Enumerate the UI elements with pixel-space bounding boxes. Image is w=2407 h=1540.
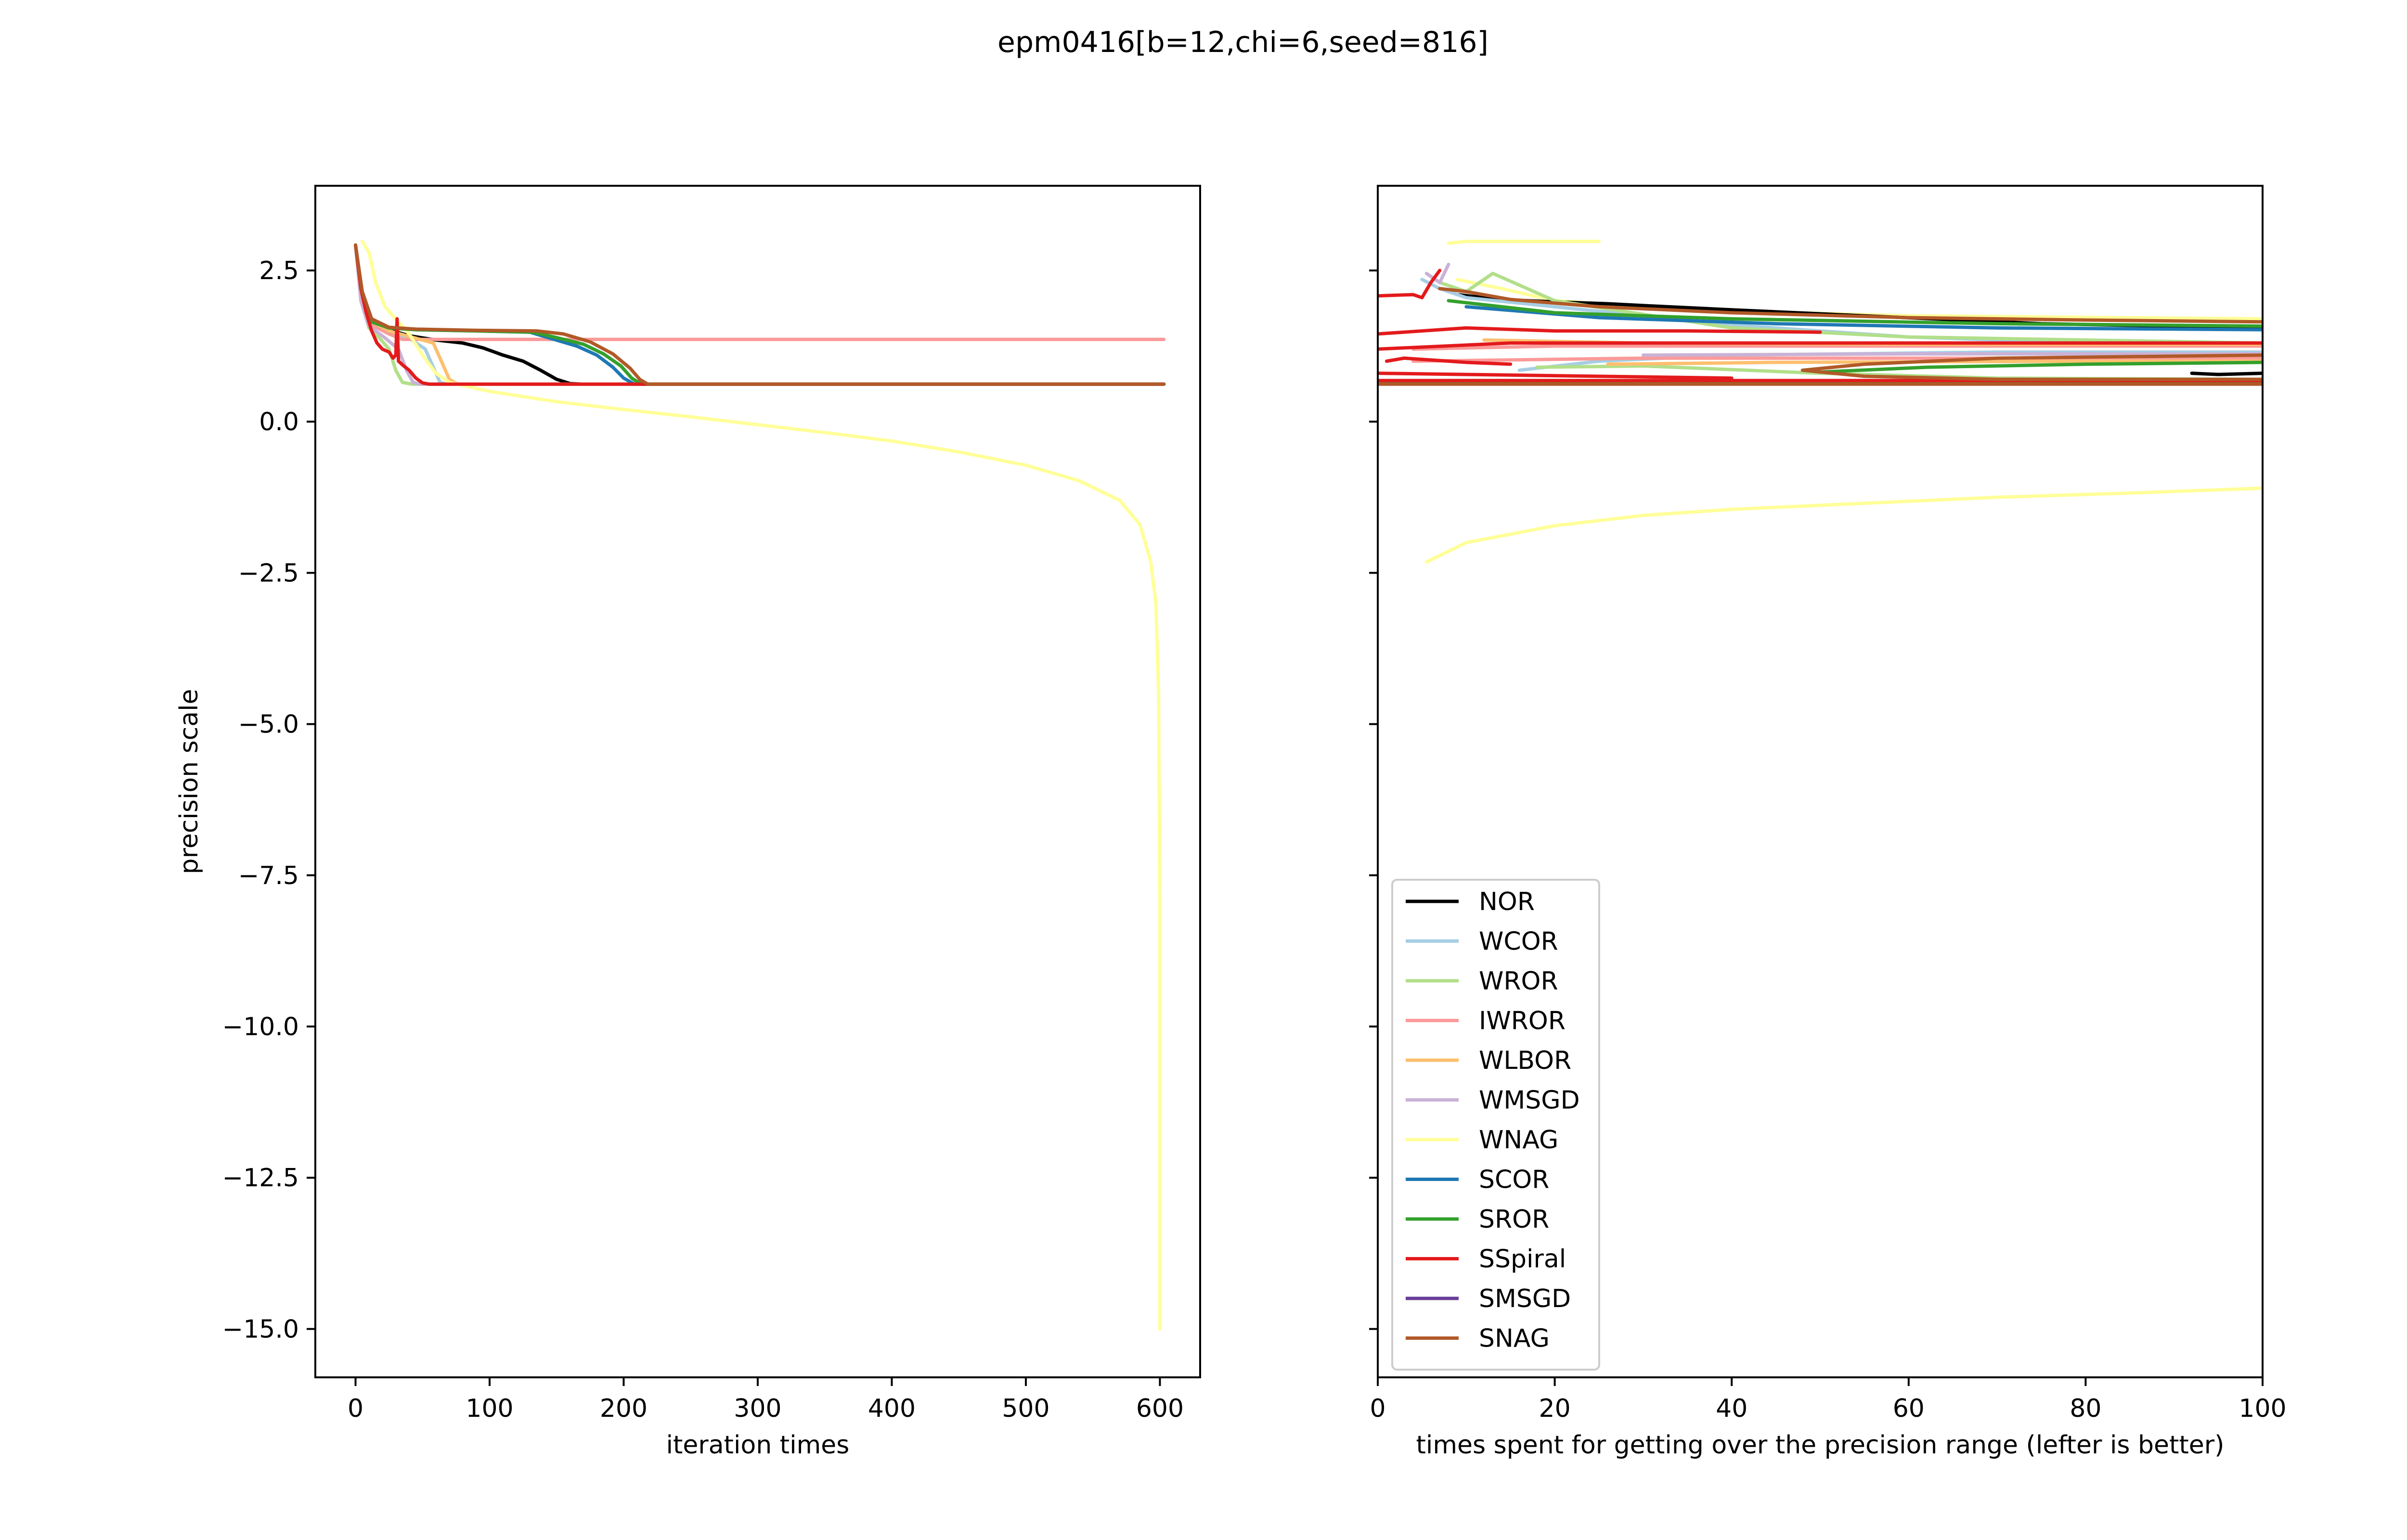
left-series-line-sspiral-9 (354, 243, 1166, 386)
legend-label-wnag: WNAG (1479, 1126, 1558, 1155)
left-y-tick-label: −10.0 (222, 1013, 299, 1041)
left-axes-frame (314, 185, 1201, 1378)
right-plot-area (1378, 240, 2263, 564)
legend-label-snag: SNAG (1479, 1324, 1550, 1353)
right-series-line-snag-26 (1800, 353, 2263, 381)
left-x-axis-label: iteration times (666, 1431, 850, 1460)
left-x-tick-label: 100 (466, 1394, 513, 1423)
left-series-line-wmsgd-5 (354, 243, 1166, 386)
legend-box (1391, 879, 1600, 1371)
left-y-tick-label: 0.0 (259, 408, 299, 436)
right-x-tick-label: 100 (2239, 1394, 2286, 1423)
left-x-ticks: 0 100 200 300 400 500 600 (348, 1377, 1184, 1423)
right-x-tick-label: 40 (1716, 1394, 1747, 1423)
left-series-line-wcor-1 (354, 243, 1166, 386)
right-y-ticks (1369, 269, 1378, 1330)
left-y-tick-label: −7.5 (238, 861, 299, 890)
legend-label-sspiral: SSpiral (1479, 1245, 1566, 1274)
right-series-line-sspiral-20 (1378, 326, 1822, 336)
right-series-line-iwror-9 (1411, 344, 2263, 351)
right-x-tick-label: 20 (1539, 1394, 1571, 1423)
figure-title: epm0416[b=12,chi=6,seed=816] (997, 26, 1488, 59)
legend-label-nor: NOR (1479, 887, 1535, 916)
right-series-line-nor-3 (1455, 293, 2263, 330)
right-series-line-sspiral-19 (1378, 269, 1442, 299)
left-x-tick-label: 300 (734, 1394, 781, 1423)
left-series-line-iwror-3 (354, 243, 1166, 341)
right-axes-frame (1377, 185, 2264, 1378)
right-series-line-sror-17 (1818, 360, 2263, 374)
left-series-line-snag-11 (354, 243, 1166, 386)
left-series-line-wlbor-4 (354, 243, 1166, 386)
right-series-line-wnag-1 (1447, 240, 1601, 245)
legend-label-sror: SROR (1479, 1205, 1549, 1234)
left-y-tick-label: −12.5 (222, 1164, 299, 1193)
right-x-ticks: 0 20 40 60 80 100 (1370, 1377, 2287, 1423)
left-series-line-scor-7 (354, 243, 1166, 386)
right-series-line-sspiral-23 (1378, 372, 1734, 380)
right-series-line-wmsgd-14 (1641, 352, 2263, 357)
right-x-tick-label: 60 (1893, 1394, 1925, 1423)
left-x-tick-label: 0 (348, 1394, 363, 1423)
left-y-tick-label: −2.5 (238, 559, 299, 588)
legend-label-wcor: WCOR (1479, 927, 1558, 956)
right-series-line-sspiral-21 (1378, 341, 2263, 351)
left-y-ticks: 2.5 0.0 −2.5 −5.0 −7.5 −10.0 −12.5 −15.0 (222, 257, 315, 1344)
left-line-chart: 0 100 200 300 400 500 600 2.5 0.0 −2.5 −5.0 −7.5 −1… (175, 185, 1201, 1460)
right-x-tick-label: 0 (1370, 1394, 1385, 1423)
right-x-axis-label: times spent for getting over the precisi… (1416, 1431, 2225, 1460)
legend-label-wlbor: WLBOR (1479, 1046, 1571, 1075)
right-series-line-wmsgd-13 (1424, 262, 1450, 284)
legend-label-scor: SCOR (1479, 1166, 1549, 1194)
left-series-line-nor-0 (354, 243, 1166, 386)
legend-label-smsgd: SMSGD (1479, 1284, 1571, 1313)
right-series-line-sror-16 (1447, 299, 2263, 328)
right-line-chart: 0 20 40 60 80 100 times spent for getting ove… (1369, 185, 2287, 1460)
left-y-axis-label: precision scale (175, 689, 204, 874)
left-y-tick-label: 2.5 (259, 257, 299, 285)
right-x-tick-label: 80 (2070, 1394, 2101, 1423)
right-series-line-nor-4 (2190, 372, 2263, 376)
left-x-tick-label: 200 (600, 1394, 647, 1423)
legend-label-wmsgd: WMSGD (1479, 1086, 1580, 1115)
legend-label-wror: WROR (1479, 967, 1558, 996)
left-series-line-wnag-6 (361, 240, 1162, 1331)
legend: NOR WCOR WROR IWROR WLBOR WMSGD WNAG SCOR SROR SS… (1391, 879, 1600, 1371)
left-x-tick-label: 500 (1002, 1394, 1049, 1423)
legend-label-iwror: IWROR (1479, 1007, 1566, 1036)
right-series-line-wnag-0 (1424, 486, 2263, 564)
right-series-line-sspiral-22 (1385, 356, 1513, 366)
left-x-tick-label: 400 (868, 1394, 916, 1423)
left-series-line-sror-8 (354, 243, 1166, 386)
left-y-tick-label: −5.0 (238, 710, 299, 739)
left-series-line-wror-2 (354, 243, 1166, 386)
left-x-tick-label: 600 (1136, 1394, 1184, 1423)
left-y-tick-label: −15.0 (222, 1315, 299, 1344)
left-plot-area (354, 240, 1166, 1331)
right-series-line-snag-25 (1438, 287, 2263, 324)
